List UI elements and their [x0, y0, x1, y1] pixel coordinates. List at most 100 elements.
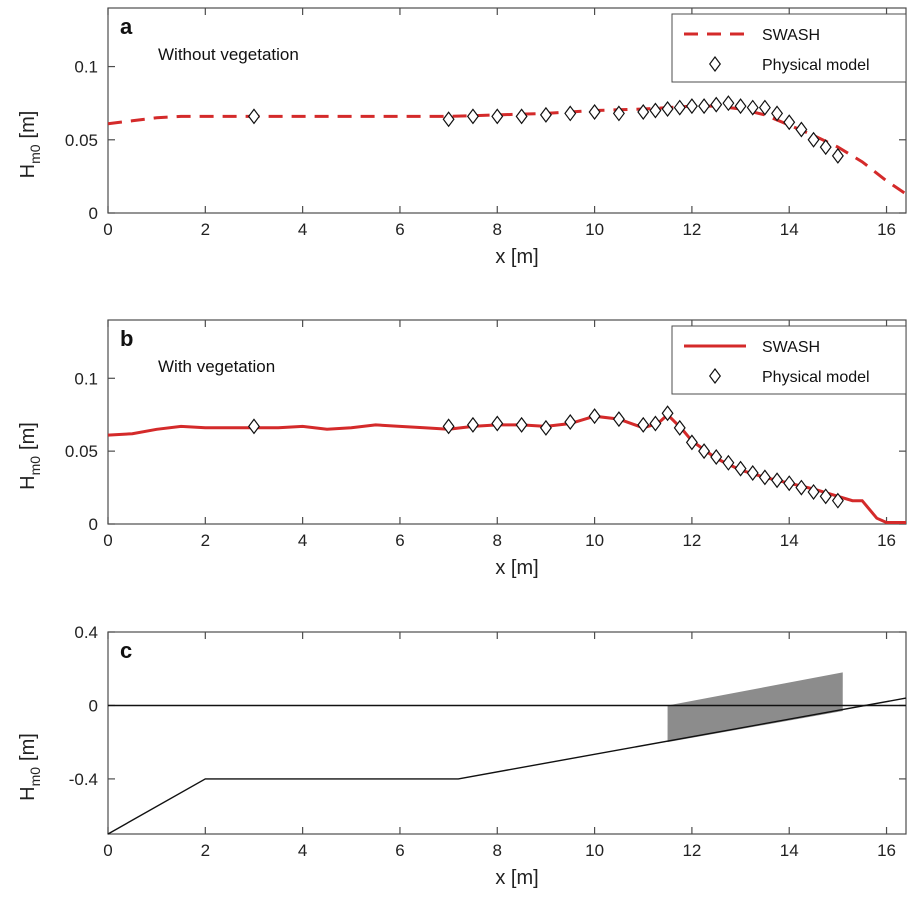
panel-b: 0 2 4 6 8 10 12 14 16 0 0.05 0.1 x [m] Hm0[m] b With ve…: [17, 319, 907, 579]
reference-line: [107, 697, 907, 835]
data-point-marker: [637, 416, 650, 433]
data-point-marker: [771, 472, 784, 489]
series-line-swash: [107, 412, 906, 524]
y-tick-label: 0: [89, 696, 98, 715]
data-point-marker: [515, 108, 528, 125]
y-tick-label: 0: [89, 204, 98, 223]
data-point-marker: [722, 95, 735, 112]
data-point-marker: [783, 114, 796, 131]
data-point-marker: [588, 408, 601, 425]
x-tick-label: 2: [201, 841, 210, 860]
data-point-marker: [661, 101, 674, 118]
data-point-marker: [698, 443, 711, 460]
data-point-marker: [466, 108, 479, 125]
data-point-marker: [673, 419, 686, 436]
data-point-marker: [588, 103, 601, 120]
x-axis-label: x [m]: [495, 246, 538, 268]
x-tick-label: 12: [682, 841, 701, 860]
data-point-marker: [746, 99, 759, 116]
data-point-marker: [673, 99, 686, 116]
data-point-marker: [710, 96, 723, 113]
data-point-marker: [734, 98, 747, 115]
y-axis-label: Hm0[m]: [17, 422, 43, 490]
data-point-marker: [539, 106, 552, 123]
panel-letter: a: [120, 14, 133, 39]
data-point-marker: [819, 488, 832, 505]
x-tick-label: 14: [780, 841, 799, 860]
data-point-marker: [661, 405, 674, 422]
data-point-marker: [722, 454, 735, 471]
legend-box: [671, 325, 907, 395]
plot-area: [107, 7, 907, 214]
x-tick-label: 12: [682, 220, 701, 239]
x-tick-label: 4: [298, 841, 307, 860]
data-point-marker: [247, 418, 260, 435]
data-point-marker: [746, 465, 759, 481]
data-point-marker: [685, 98, 698, 115]
y-tick-label: -0.4: [69, 770, 98, 789]
y-tick-label: 0.4: [74, 623, 98, 642]
plot-area: [107, 319, 907, 525]
data-point-marker: [783, 475, 796, 492]
legend-entry-label: Physical model: [762, 57, 870, 74]
y-tick-label: 0.1: [74, 369, 98, 388]
legend: SWASH Physical model: [671, 13, 907, 83]
vegetation-fill: [667, 672, 843, 743]
x-tick-label: 16: [877, 841, 896, 860]
data-point-marker: [795, 121, 808, 138]
x-tick-label: 2: [201, 531, 210, 550]
data-point-marker: [491, 108, 504, 125]
data-point-marker: [710, 448, 723, 465]
data-point-marker: [637, 103, 650, 120]
x-tick-label: 10: [585, 220, 604, 239]
x-tick-label: 4: [298, 220, 307, 239]
y-tick-label: 0.05: [65, 442, 98, 461]
x-tick-label: 4: [298, 531, 307, 550]
panel-letter: c: [120, 638, 132, 663]
x-tick-label: 0: [103, 841, 112, 860]
x-axis-label: x [m]: [495, 867, 538, 889]
x-tick-label: 8: [493, 531, 502, 550]
legend-entry-label: SWASH: [762, 27, 820, 44]
legend-entry-label: Physical model: [762, 369, 870, 386]
x-tick-label: 6: [395, 531, 404, 550]
data-point-marker: [734, 460, 747, 477]
panel-c: 0 2 4 6 8 10 12 14 16 -0.4 0 0.4 x [m] Hm0[m] c: [17, 623, 907, 889]
data-point-marker: [564, 414, 577, 430]
data-point-marker: [819, 139, 832, 156]
y-tick-label: 0.1: [74, 58, 98, 77]
data-point-marker: [795, 479, 808, 496]
plot-area: [107, 631, 907, 835]
x-tick-label: 16: [877, 220, 896, 239]
x-tick-label: 8: [493, 841, 502, 860]
y-axis-label: Hm0[m]: [17, 733, 43, 801]
panel-annotation: Without vegetation: [158, 45, 299, 64]
data-point-marker: [466, 416, 479, 433]
data-point-marker: [247, 108, 260, 125]
x-tick-label: 0: [103, 220, 112, 239]
x-axis-label: x [m]: [495, 557, 538, 579]
x-tick-label: 14: [780, 220, 799, 239]
data-point-marker: [612, 411, 625, 428]
data-point-marker: [758, 99, 771, 116]
x-tick-label: 14: [780, 531, 799, 550]
data-point-marker: [698, 98, 711, 115]
x-tick-label: 10: [585, 531, 604, 550]
y-tick-label: 0.05: [65, 131, 98, 150]
data-point-marker: [758, 469, 771, 486]
legend: SWASH Physical model: [671, 325, 907, 395]
data-point-marker: [612, 105, 625, 122]
data-point-marker: [442, 111, 455, 128]
x-tick-label: 6: [395, 220, 404, 239]
x-tick-label: 0: [103, 531, 112, 550]
data-point-marker: [649, 102, 662, 119]
y-tick-label: 0: [89, 515, 98, 534]
data-point-marker: [685, 434, 698, 451]
data-point-marker: [442, 418, 455, 435]
data-point-marker: [649, 415, 662, 432]
data-point-marker: [831, 492, 844, 509]
legend-box: [671, 13, 907, 83]
data-point-marker: [771, 105, 784, 122]
legend-marker-swatch: [709, 368, 721, 384]
